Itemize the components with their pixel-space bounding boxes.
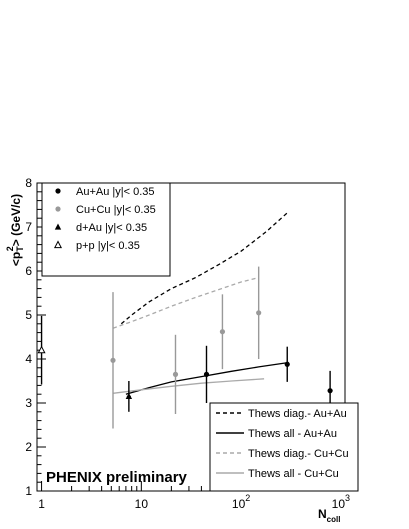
y-tick-label: 6 — [25, 264, 32, 278]
legend-label: Thews all - Au+Au — [248, 428, 337, 440]
x-tick-label: 1 — [38, 497, 45, 511]
y-axis: 1 2 3 4 5 6 7 8 — [25, 176, 46, 498]
legend-marker — [55, 188, 61, 194]
legend-label: Au+Au |y|< 0.35 — [76, 186, 155, 198]
y-axis-title-sub: T — [15, 246, 25, 252]
legend-label: Thews all - Cu+Cu — [248, 468, 339, 480]
legend-label: d+Au |y|< 0.35 — [76, 222, 147, 234]
x-tick-label: 102 — [232, 493, 250, 511]
y-axis-title-sup: 2 — [5, 246, 15, 251]
data-point — [219, 329, 226, 335]
x-axis-title: Ncoll — [318, 507, 340, 524]
data-point — [256, 310, 262, 316]
y-tick-label: 2 — [25, 440, 32, 454]
legend-marker — [53, 240, 63, 249]
y-axis-title-main: <p — [9, 252, 23, 266]
curve-thews-all-au-au — [125, 361, 289, 395]
y-tick-label: 3 — [25, 396, 32, 410]
legend-data-box — [41, 182, 171, 277]
legend-theory-box — [209, 402, 359, 492]
legend-marker — [54, 223, 62, 230]
legend-label: Cu+Cu |y|< 0.35 — [76, 204, 156, 216]
y-tick-label: 7 — [25, 220, 32, 234]
legend-label: p+p |y|< 0.35 — [76, 240, 140, 252]
y-tick-label: 1 — [25, 484, 32, 498]
legend-data: Au+Au |y|< 0.35 Cu+Cu |y|< 0.35 d+Au |y|< … — [41, 182, 171, 277]
y-tick-label: 8 — [25, 176, 32, 190]
data-point — [110, 357, 116, 363]
data-point — [203, 371, 210, 377]
x-tick-label-exponent: 3 — [345, 493, 350, 503]
y-tick-label: 4 — [25, 352, 32, 366]
annotation-text: PHENIX preliminary — [46, 469, 188, 486]
data-point — [284, 361, 290, 367]
y-axis-title: <pT2> (GeV/c) — [5, 194, 25, 266]
y-tick-label: 5 — [25, 308, 32, 322]
x-tick-label-base: 10 — [332, 497, 346, 511]
data-point — [172, 371, 179, 377]
curve-thews-diag-cu-cu — [112, 276, 259, 329]
curve-thews-all-cu-cu — [112, 378, 265, 394]
legend-theory: Thews diag.- Au+Au Thews all - Au+Au Thews… — [209, 402, 359, 492]
x-tick-label: 10 — [135, 497, 149, 511]
legend-marker — [55, 206, 61, 212]
y-axis-title-rest: > (GeV/c) — [9, 194, 23, 246]
x-tick-label-base: 10 — [232, 497, 246, 511]
x-axis-title-main: N — [318, 507, 327, 521]
data-point — [327, 388, 333, 394]
legend-label: Thews diag.- Cu+Cu — [248, 448, 349, 460]
x-tick-label-base: 10 — [135, 497, 149, 511]
x-axis-title-sub: coll — [327, 515, 341, 524]
x-tick-label-exponent: 2 — [245, 493, 250, 503]
data-points — [37, 266, 333, 429]
curve-thews-diag-au-au — [120, 211, 290, 325]
theory-curves — [112, 211, 290, 395]
x-tick-label: 103 — [332, 493, 350, 511]
data-point — [37, 345, 46, 354]
data-point — [125, 392, 133, 399]
plot-frame — [36, 182, 346, 492]
x-tick-label-base: 1 — [38, 497, 45, 511]
legend-label: Thews diag.- Au+Au — [248, 408, 347, 420]
